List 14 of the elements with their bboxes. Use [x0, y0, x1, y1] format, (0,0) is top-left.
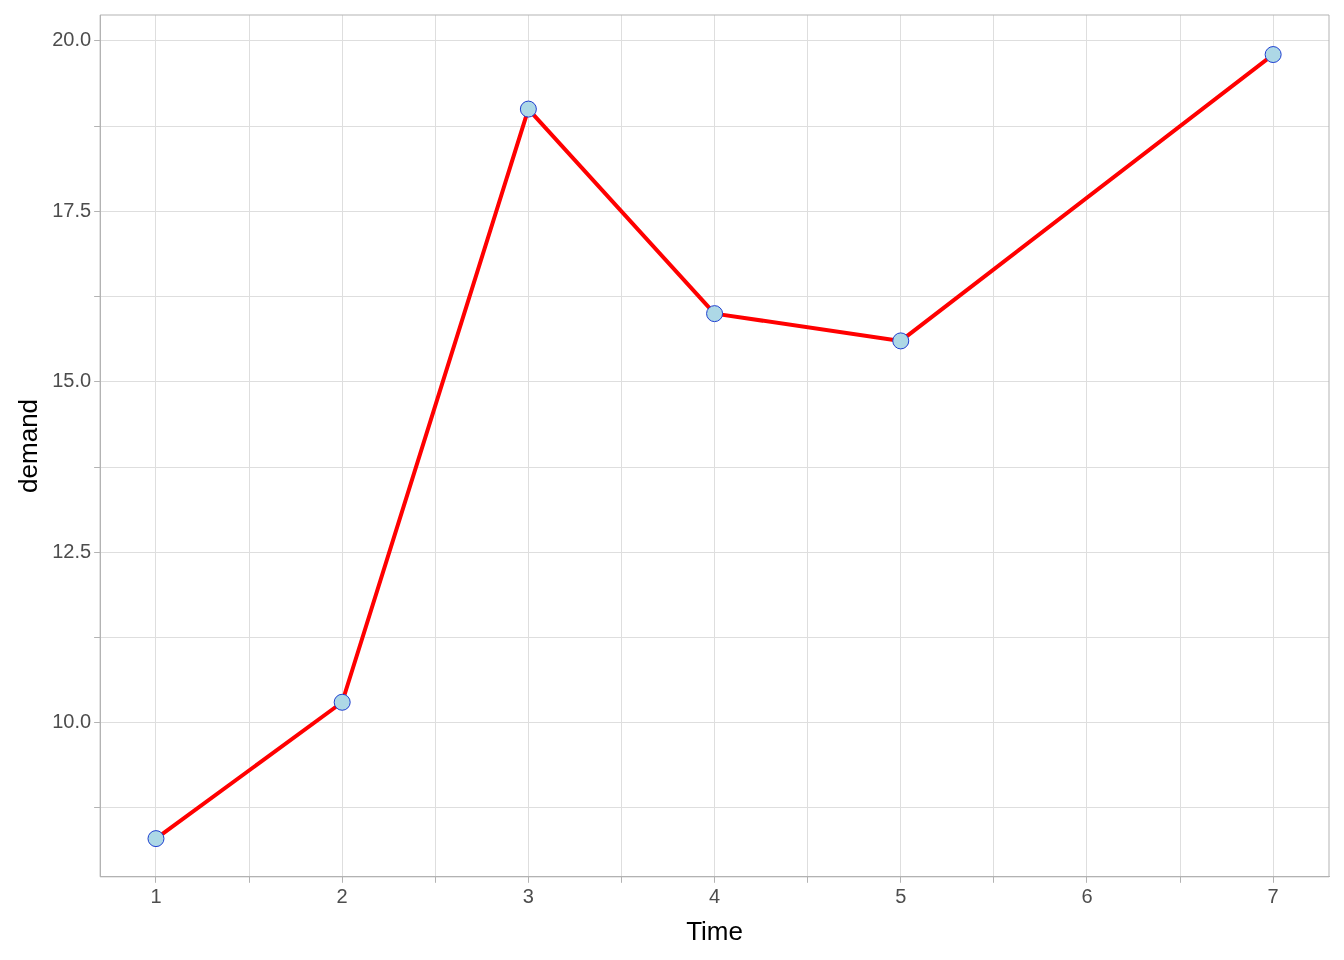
y-tick-label: 15.0	[52, 369, 92, 392]
y-tick-label: 12.5	[52, 539, 92, 562]
y-tick-label: 17.5	[52, 198, 92, 221]
x-tick-label: 4	[709, 885, 721, 908]
y-tick-label: 10.0	[52, 710, 92, 733]
x-tick-label: 3	[522, 885, 534, 908]
x-tick-label: 5	[895, 885, 907, 908]
x-tick-label: 1	[150, 885, 162, 908]
y-tick-label: 20.0	[52, 28, 92, 51]
y-axis-title: demand	[12, 398, 43, 493]
x-axis-title: Time	[686, 915, 743, 946]
x-tick-label: 2	[336, 885, 348, 908]
x-tick-label: 7	[1267, 885, 1279, 908]
x-tick-label: 6	[1081, 885, 1093, 908]
